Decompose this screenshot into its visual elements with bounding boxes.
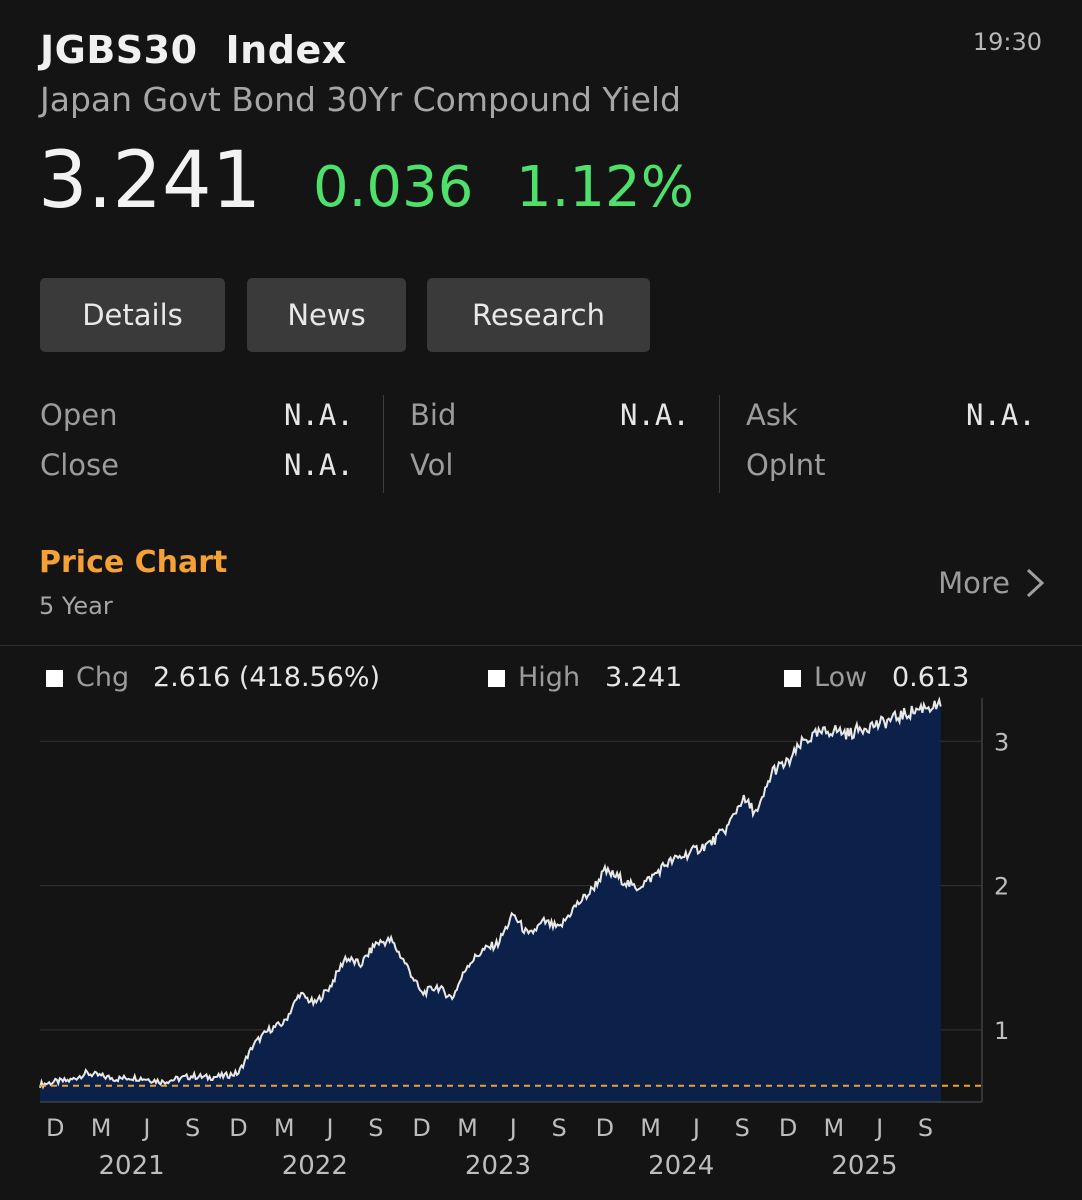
chevron-right-icon[interactable] bbox=[1024, 566, 1046, 600]
percent-change: 1.12% bbox=[516, 155, 694, 220]
price-line bbox=[39, 696, 942, 1090]
ticker-type: Index bbox=[225, 28, 347, 72]
x-year-label: 2021 bbox=[99, 1151, 165, 1181]
x-tick-label: M bbox=[91, 1114, 112, 1142]
close-value: N.A. bbox=[284, 448, 354, 482]
divider bbox=[383, 395, 384, 493]
high-label: High bbox=[518, 662, 581, 693]
x-year-label: 2025 bbox=[831, 1151, 897, 1181]
open-value: N.A. bbox=[284, 398, 354, 432]
chg-value: 2.616 (418.56%) bbox=[153, 662, 381, 693]
y-tick-label: 2 bbox=[994, 873, 1009, 901]
x-tick-label: S bbox=[551, 1114, 566, 1142]
open-label: Open bbox=[40, 398, 118, 432]
legend-square-icon bbox=[46, 670, 63, 687]
x-tick-label: M bbox=[457, 1114, 478, 1142]
chart-period: 5 Year bbox=[39, 592, 113, 620]
news-button[interactable]: News bbox=[247, 278, 406, 352]
x-tick-label: S bbox=[735, 1114, 750, 1142]
low-label: Low bbox=[814, 662, 868, 693]
x-tick-label: D bbox=[596, 1114, 614, 1142]
x-tick-label: D bbox=[779, 1114, 797, 1142]
chg-label: Chg bbox=[76, 662, 130, 693]
x-tick-label: J bbox=[874, 1114, 883, 1142]
x-tick-label: D bbox=[412, 1114, 430, 1142]
vol-label: Vol bbox=[410, 448, 454, 482]
time-label: 19:30 bbox=[972, 28, 1042, 56]
security-name: Japan Govt Bond 30Yr Compound Yield bbox=[40, 80, 681, 119]
divider bbox=[719, 395, 720, 493]
high-value: 3.241 bbox=[605, 662, 683, 693]
net-change: 0.036 bbox=[313, 155, 474, 220]
close-label: Close bbox=[40, 448, 119, 482]
price-chart-title: Price Chart bbox=[39, 545, 228, 580]
legend-square-icon bbox=[784, 670, 801, 687]
x-tick-label: M bbox=[640, 1114, 661, 1142]
x-tick-label: S bbox=[185, 1114, 200, 1142]
x-tick-label: J bbox=[325, 1114, 334, 1142]
ticker-title: JGBS30 Index bbox=[40, 28, 347, 72]
x-tick-label: J bbox=[691, 1114, 700, 1142]
ask-label: Ask bbox=[746, 398, 798, 432]
ask-value: N.A. bbox=[966, 398, 1036, 432]
last-price: 3.241 bbox=[38, 136, 262, 226]
x-tick-label: J bbox=[141, 1114, 150, 1142]
low-value: 0.613 bbox=[892, 662, 970, 693]
x-tick-label: J bbox=[508, 1114, 517, 1142]
x-tick-label: S bbox=[368, 1114, 383, 1142]
bid-value: N.A. bbox=[620, 398, 690, 432]
y-tick-label: 3 bbox=[994, 728, 1009, 756]
opint-label: OpInt bbox=[746, 448, 826, 482]
x-year-label: 2024 bbox=[648, 1151, 714, 1181]
more-link[interactable]: More bbox=[938, 566, 1010, 600]
y-tick-label: 1 bbox=[994, 1017, 1009, 1045]
x-tick-label: S bbox=[918, 1114, 933, 1142]
bid-label: Bid bbox=[410, 398, 457, 432]
research-button[interactable]: Research bbox=[427, 278, 650, 352]
x-tick-label: D bbox=[46, 1114, 64, 1142]
legend-square-icon bbox=[488, 670, 505, 687]
section-divider bbox=[0, 645, 1082, 646]
price-area bbox=[40, 699, 941, 1102]
x-tick-label: M bbox=[274, 1114, 295, 1142]
x-year-label: 2022 bbox=[282, 1151, 348, 1181]
x-year-label: 2023 bbox=[465, 1151, 531, 1181]
ticker-symbol: JGBS30 bbox=[40, 28, 198, 72]
x-tick-label: D bbox=[229, 1114, 247, 1142]
details-button[interactable]: Details bbox=[40, 278, 225, 352]
x-tick-label: M bbox=[824, 1114, 845, 1142]
